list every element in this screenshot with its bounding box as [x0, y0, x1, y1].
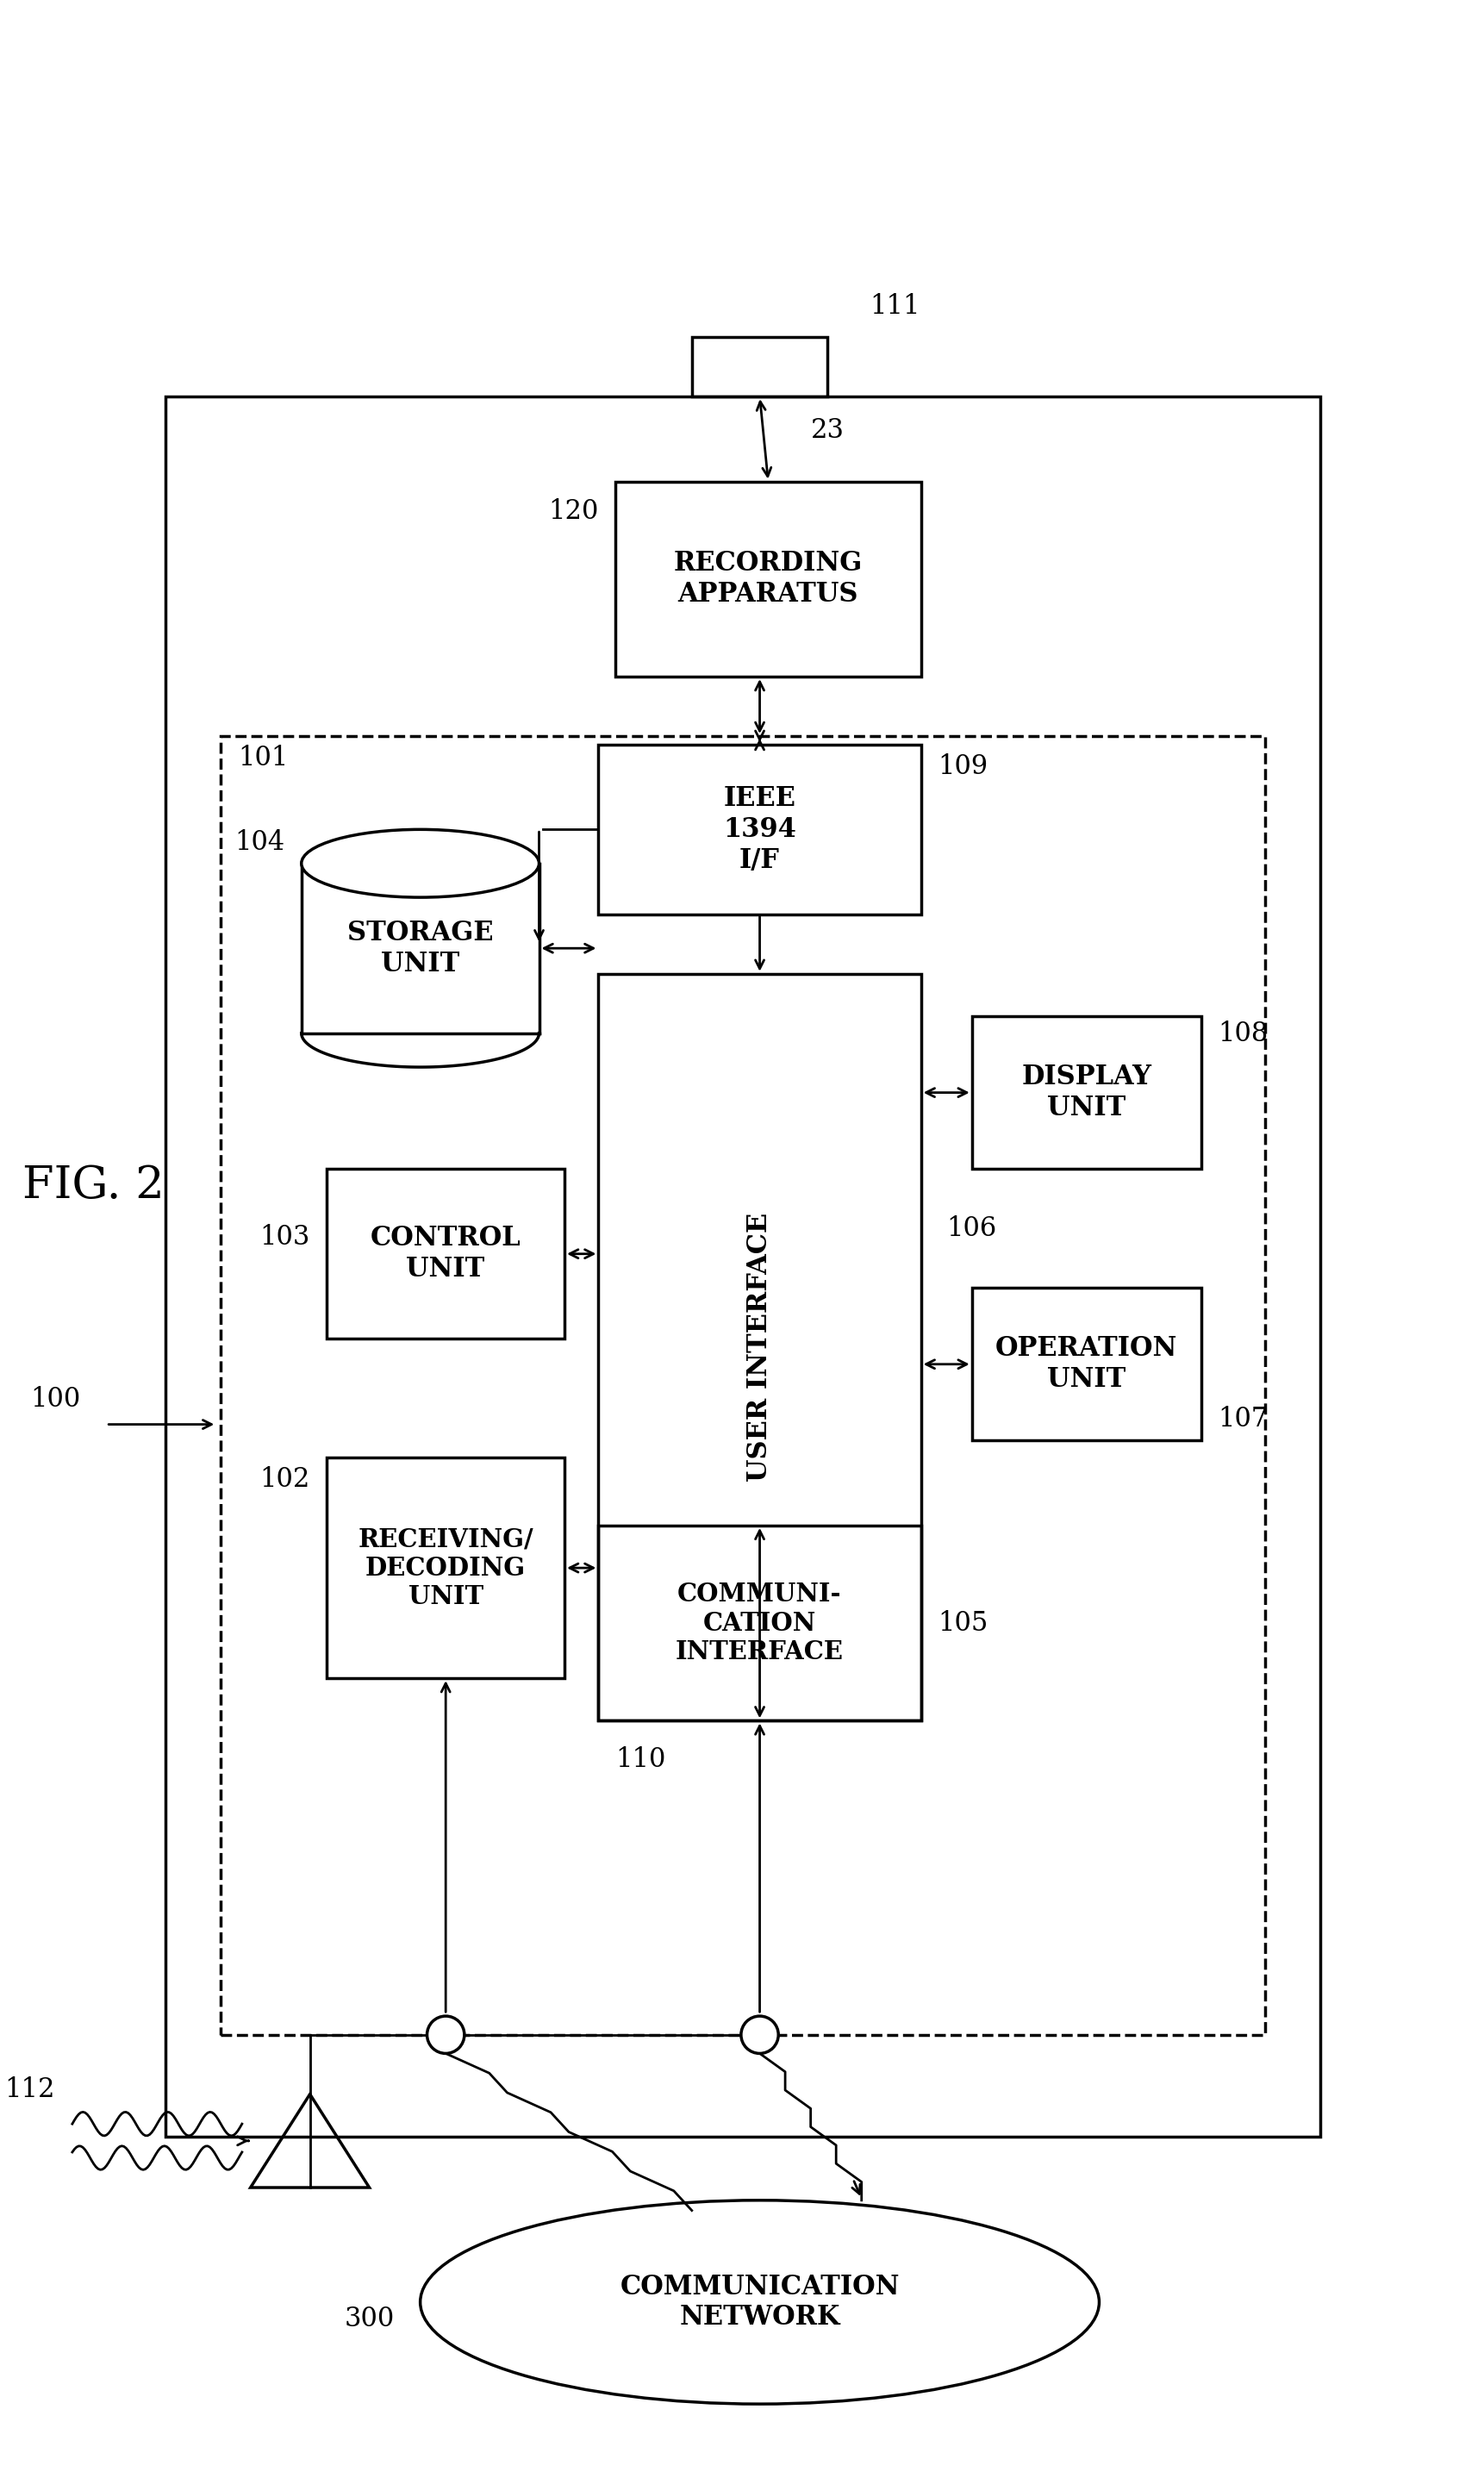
Bar: [692, 337, 828, 396]
Text: DISPLAY
UNIT: DISPLAY UNIT: [1021, 1063, 1152, 1123]
Bar: [598, 974, 922, 1720]
Bar: [598, 1526, 922, 1720]
Text: 111: 111: [870, 292, 920, 320]
Text: 104: 104: [234, 830, 285, 857]
Text: 109: 109: [938, 753, 988, 781]
Text: 100: 100: [31, 1385, 80, 1412]
Circle shape: [427, 2017, 464, 2054]
Text: RECORDING
APPARATUS: RECORDING APPARATUS: [674, 550, 862, 607]
Text: 300: 300: [344, 2305, 395, 2332]
Bar: [598, 743, 922, 914]
Text: 110: 110: [616, 1747, 666, 1772]
Text: 23: 23: [810, 416, 844, 444]
Bar: [616, 481, 922, 676]
Bar: [972, 1016, 1201, 1170]
Text: 106: 106: [947, 1214, 997, 1241]
Text: 101: 101: [237, 743, 288, 771]
Text: CONTROL
UNIT: CONTROL UNIT: [371, 1224, 521, 1284]
Text: COMMUNI-
CATION
INTERFACE: COMMUNI- CATION INTERFACE: [675, 1581, 844, 1665]
Bar: [326, 1457, 564, 1678]
Text: 120: 120: [548, 498, 598, 525]
Text: USER INTERFACE: USER INTERFACE: [746, 1212, 773, 1482]
Circle shape: [741, 2017, 779, 2054]
Ellipse shape: [301, 830, 539, 897]
Text: OPERATION
UNIT: OPERATION UNIT: [996, 1336, 1177, 1393]
Text: 107: 107: [1218, 1405, 1269, 1432]
Text: COMMUNICATION
NETWORK: COMMUNICATION NETWORK: [620, 2272, 899, 2332]
Text: FIG. 2: FIG. 2: [22, 1165, 165, 1207]
Text: 102: 102: [260, 1467, 310, 1492]
Text: 112: 112: [4, 2077, 55, 2104]
Text: STORAGE
UNIT: STORAGE UNIT: [347, 919, 493, 976]
Text: 103: 103: [260, 1224, 310, 1251]
Bar: [972, 1289, 1201, 1440]
Bar: [221, 736, 1264, 2034]
Text: 105: 105: [938, 1611, 988, 1635]
Bar: [326, 1170, 564, 1338]
Text: RECEIVING/
DECODING
UNIT: RECEIVING/ DECODING UNIT: [358, 1526, 533, 1608]
Bar: [166, 396, 1319, 2136]
Text: IEEE
1394
I/F: IEEE 1394 I/F: [723, 786, 797, 875]
Text: 108: 108: [1218, 1021, 1269, 1048]
